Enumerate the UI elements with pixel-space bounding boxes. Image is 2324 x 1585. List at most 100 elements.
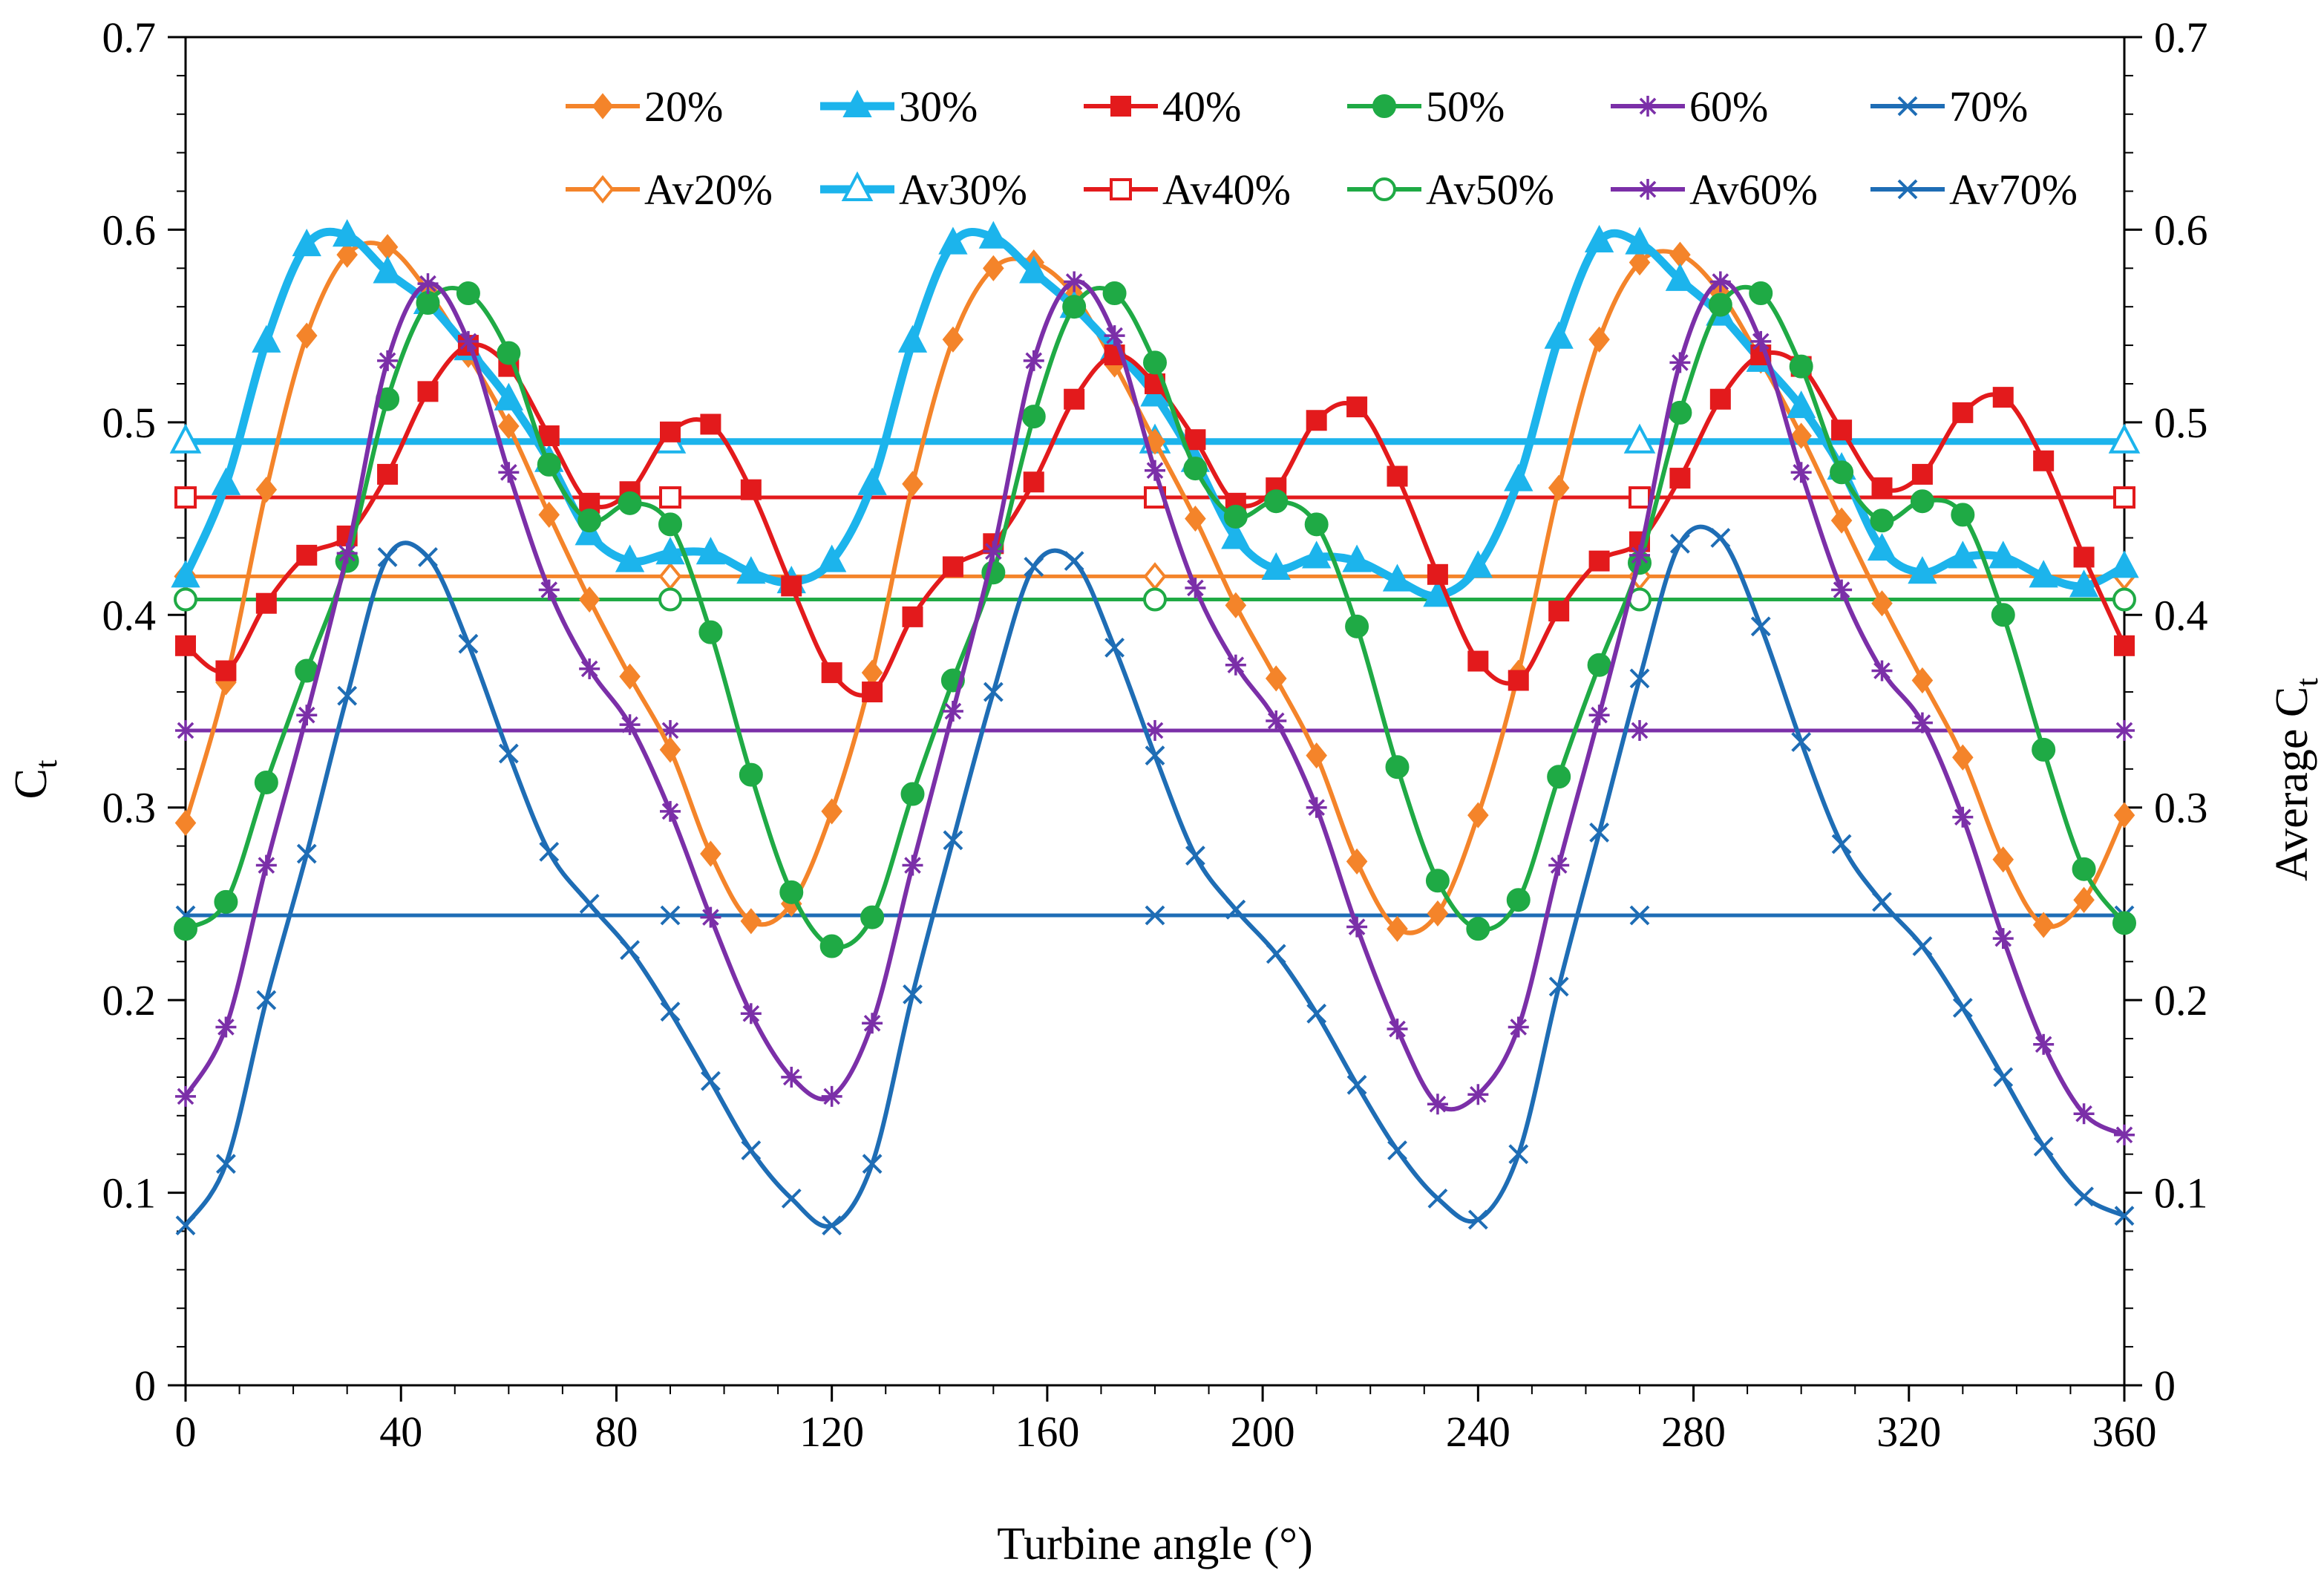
x-stroke [377,547,398,567]
data-point-50pct [1345,614,1369,638]
legend-label-60pct: 60% [1689,82,1768,131]
data-point-50pct [1587,653,1611,677]
data-point-60pct [579,658,600,679]
data-point-50pct [214,889,238,914]
data-point-70pct [1104,637,1125,658]
legend-marker-av20pct [591,174,615,204]
star-stroke [1146,722,1164,739]
star-stroke [500,463,517,481]
y2-tick-label: 0.5 [2154,399,2208,447]
data-point-50pct [1143,350,1167,375]
star-stroke [1639,97,1657,115]
star-stroke [742,1004,760,1022]
data-point-50pct [1870,509,1894,533]
data-point-40pct [1911,463,1933,485]
x-tick-label: 0 [175,1408,197,1456]
data-point-20pct [1387,915,1408,942]
y-axis-title-sub: t [30,759,64,768]
x-stroke [337,685,358,706]
star-stroke [1833,581,1850,598]
data-point-70pct [1024,557,1044,577]
data-point-50pct [174,917,197,941]
data-point-20pct [2032,912,2055,938]
star-stroke [782,1068,800,1086]
x-stroke [1750,616,1771,637]
data-point-60pct [1871,660,1893,682]
data-point-30pct [897,324,928,353]
data-point-40pct [2114,635,2135,656]
data-point-70pct [741,1140,762,1160]
star-stroke [1873,662,1891,679]
star-stroke [177,722,194,739]
data-point-70pct [822,1215,842,1236]
data-point-70pct [1346,1074,1367,1095]
data-point-60pct [538,579,560,601]
data-point-60pct [336,543,358,564]
data-point-70pct [1831,834,1852,854]
legend-entry-60pct: 60% [1611,82,1768,131]
data-point-60pct [215,1016,237,1038]
data-point-av40pct [174,486,197,509]
legend-marker-av40pct [1110,178,1132,200]
data-point-20pct [1871,590,1893,617]
star-stroke [661,803,679,820]
data-point-50pct [1547,765,1571,789]
data-point-20pct [1830,507,1853,534]
data-point-30pct [1382,563,1413,592]
data-point-50pct [1668,400,1692,425]
star-stroke [177,1088,194,1105]
data-point-40pct [700,414,721,435]
data-point-20pct [902,471,923,497]
data-point-40pct [2033,450,2055,471]
data-point-70pct [1145,745,1165,766]
star-stroke [1510,1019,1528,1036]
data-point-40pct [1467,650,1489,672]
data-point-av30pct [2108,423,2141,454]
star-stroke [702,909,719,926]
data-point-70pct [216,1154,236,1174]
x-stroke [1912,936,1933,956]
data-point-70pct [1225,899,1246,920]
data-point-40pct [1023,471,1044,493]
data-point-30pct [1463,550,1493,578]
data-point-av70pct [660,905,681,926]
data-point-30pct [373,255,402,284]
data-point-30pct [1625,226,1654,255]
star-stroke [863,1014,881,1032]
data-point-av70pct [1145,905,1165,926]
y2-tick-label: 0.4 [2154,591,2208,639]
data-point-30pct [1948,540,1977,569]
y-tick-label: 0.2 [102,976,157,1024]
x-stroke [1145,905,1165,926]
data-point-20pct [1306,742,1327,769]
x-stroke [1024,557,1044,577]
y2-tick-label: 0.1 [2154,1169,2208,1218]
data-point-20pct [740,908,762,935]
data-point-50pct [537,452,561,477]
star-stroke [1308,799,1325,817]
star-stroke [419,275,436,293]
data-point-30pct [938,226,968,255]
data-point-60pct [942,701,963,722]
x-tick-label: 280 [1661,1408,1726,1456]
star-stroke [1470,1085,1487,1103]
data-point-60pct [2114,1124,2135,1146]
data-point-70pct [458,633,479,654]
star-stroke [217,1019,235,1036]
x-stroke [1791,732,1812,752]
legend-label-av40pct: Av40% [1162,166,1291,214]
axis-ticks [168,36,2142,1402]
data-point-60pct [983,540,1004,562]
data-point-70pct [1427,1188,1448,1209]
data-point-60pct [1629,544,1650,566]
data-point-60pct [2073,1103,2095,1125]
x-stroke [1993,1067,2014,1088]
data-point-70pct [539,841,560,862]
y-tick-label: 0.1 [102,1169,157,1218]
star-stroke [1672,354,1689,371]
x-stroke [175,1215,196,1236]
data-point-30pct [1544,321,1574,349]
data-point-av60pct [175,719,196,741]
data-point-70pct [2074,1186,2094,1207]
data-point-30pct [736,556,766,584]
